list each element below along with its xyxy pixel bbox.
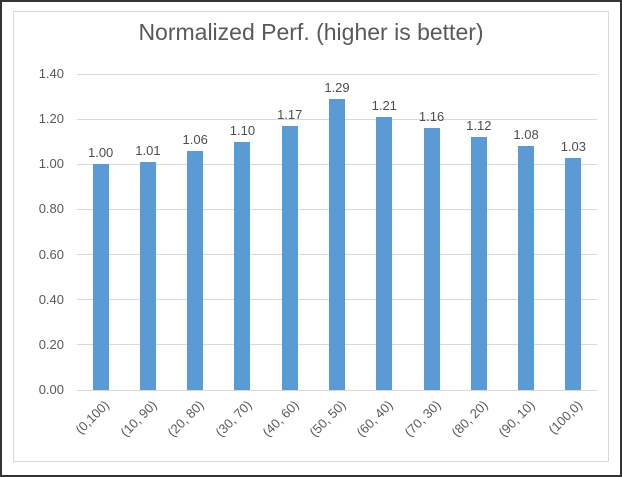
x-axis-category-label: (10, 90) <box>117 397 160 440</box>
bar-value-label: 1.16 <box>418 109 445 124</box>
gridline <box>77 389 597 391</box>
bar-value-label: 1.10 <box>229 123 256 138</box>
x-axis-category-label: (90, 10) <box>495 397 538 440</box>
bar <box>423 128 440 390</box>
x-axis-category-label: (40, 60) <box>259 397 302 440</box>
x-axis-category-label: (70, 30) <box>401 397 444 440</box>
y-axis-tick-label: 0.40 <box>38 291 64 307</box>
bar-value-label: 1.00 <box>87 145 114 160</box>
plot-area: 1.00 (0,100) 1.01 (10, 90) 1.06 (20, 80) 1.10 (… <box>73 73 597 440</box>
bar-value-label: 1.01 <box>135 143 161 158</box>
bar <box>139 162 156 390</box>
bar-value-label: 1.03 <box>560 139 587 154</box>
bar-value-label: 1.06 <box>182 132 208 147</box>
y-axis-tick-label: 0.00 <box>38 382 64 397</box>
y-axis-tick-label: 0.80 <box>38 201 64 217</box>
gridline <box>77 73 597 75</box>
bar <box>92 164 109 390</box>
x-axis-category-label: (20, 80) <box>164 397 208 440</box>
bar <box>234 142 251 390</box>
y-axis-tick-label: 1.40 <box>38 66 64 81</box>
y-axis-tick-label: 1.00 <box>38 156 64 172</box>
bar <box>470 137 487 390</box>
bar-value-label: 1.17 <box>277 107 303 122</box>
chart-frame: Normalized Perf. (higher is better) 0.00… <box>13 11 609 462</box>
bar-value-label: 1.08 <box>513 127 539 142</box>
x-axis-category-label: (60, 40) <box>353 397 397 440</box>
chart-title: Normalized Perf. (higher is better) <box>138 19 484 45</box>
bar <box>565 158 582 390</box>
y-axis-tick-label: 1.20 <box>38 111 64 127</box>
bar <box>281 126 298 390</box>
bar-value-label: 1.12 <box>466 118 492 133</box>
x-axis-category-label: (50, 50) <box>306 397 349 440</box>
bar <box>518 146 535 390</box>
y-axis-tick-label: 0.60 <box>38 246 64 262</box>
bar-value-label: 1.29 <box>324 80 350 95</box>
x-axis-category-label: (30, 70) <box>212 397 255 440</box>
bar <box>376 117 393 390</box>
bar <box>329 99 345 390</box>
x-axis-category-label: (0,100) <box>72 397 113 438</box>
bar <box>187 151 204 390</box>
y-axis-tick-label: 0.20 <box>38 336 64 352</box>
bar-value-label: 1.21 <box>371 98 397 113</box>
x-axis-category-label: (100,0) <box>545 397 586 438</box>
x-axis-category-label: (80, 20) <box>448 397 491 440</box>
